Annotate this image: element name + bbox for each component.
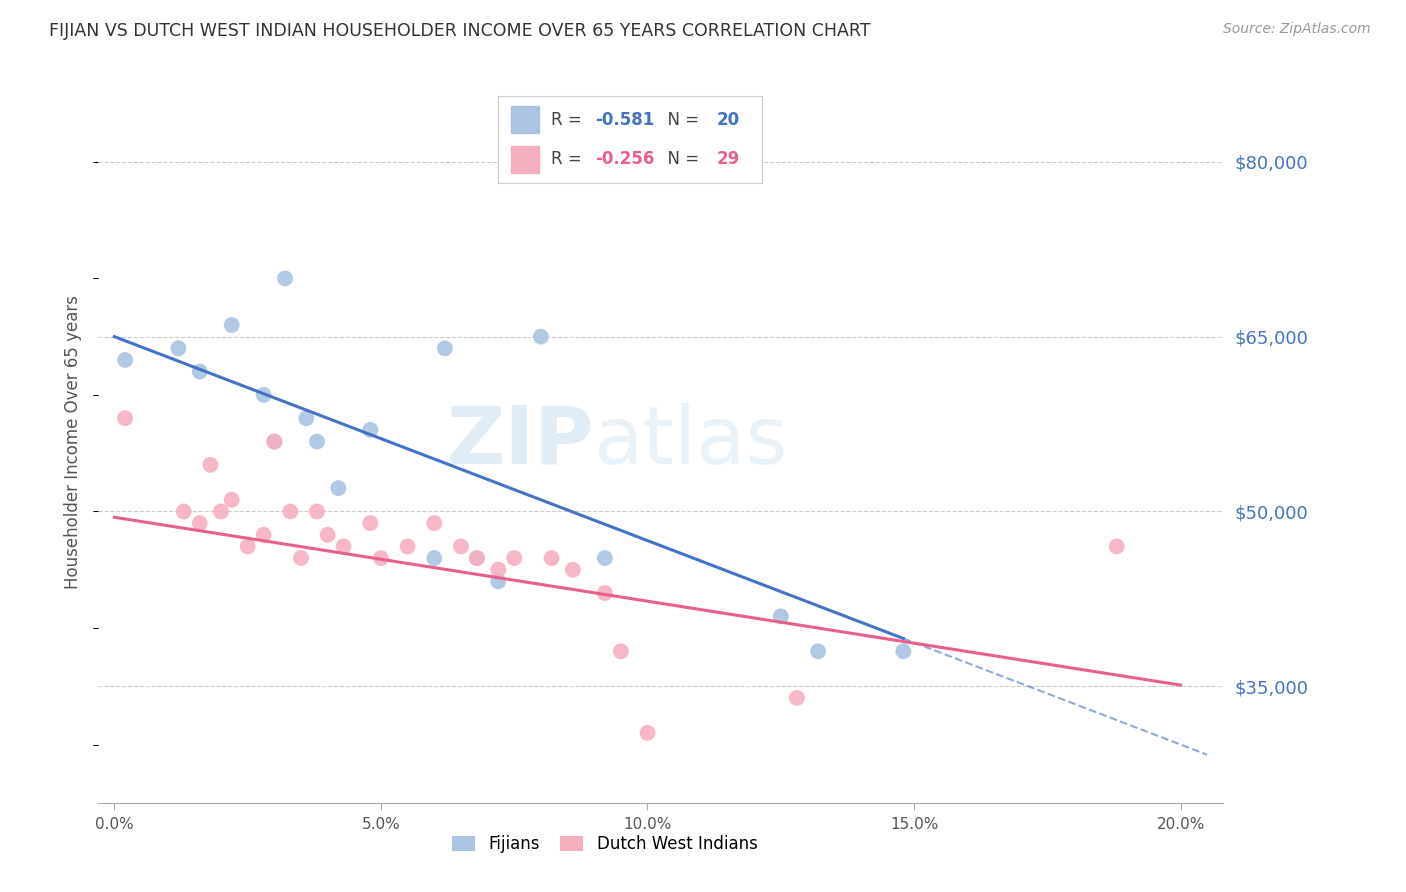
Text: N =: N = [658,111,704,128]
Point [305,504,328,518]
Point [263,434,285,449]
Text: 20: 20 [717,111,740,128]
Point [561,563,583,577]
Point [290,551,312,566]
FancyBboxPatch shape [512,145,540,173]
Text: -0.256: -0.256 [596,151,655,169]
Point [370,551,392,566]
Point [433,341,456,355]
Point [423,516,446,530]
Point [593,586,616,600]
Point [188,516,211,530]
Point [278,504,301,518]
Point [236,540,259,554]
Text: atlas: atlas [593,402,787,481]
Point [253,528,276,542]
Point [540,551,562,566]
Point [396,540,419,554]
Point [1105,540,1128,554]
Point [305,434,328,449]
Point [486,563,509,577]
Text: FIJIAN VS DUTCH WEST INDIAN HOUSEHOLDER INCOME OVER 65 YEARS CORRELATION CHART: FIJIAN VS DUTCH WEST INDIAN HOUSEHOLDER … [49,22,870,40]
Point [295,411,318,425]
Point [503,551,526,566]
Point [188,365,211,379]
Point [200,458,222,472]
Point [769,609,792,624]
Point [274,271,297,285]
Text: -0.581: -0.581 [596,111,655,128]
Point [316,528,339,542]
Point [332,540,354,554]
Text: 29: 29 [717,151,741,169]
FancyBboxPatch shape [512,106,540,134]
Point [328,481,350,495]
Text: ZIP: ZIP [446,402,593,481]
Text: Source: ZipAtlas.com: Source: ZipAtlas.com [1223,22,1371,37]
Point [593,551,616,566]
Point [486,574,509,589]
Point [253,388,276,402]
Text: R =: R = [551,151,586,169]
Legend: Fijians, Dutch West Indians: Fijians, Dutch West Indians [446,828,763,860]
Point [450,540,472,554]
Text: N =: N = [658,151,704,169]
Point [637,726,659,740]
Point [114,353,136,368]
Point [807,644,830,658]
Point [465,551,488,566]
Point [530,329,553,343]
Point [359,423,381,437]
Point [786,690,808,705]
Text: R =: R = [551,111,586,128]
Point [114,411,136,425]
Point [221,492,243,507]
Point [209,504,232,518]
Y-axis label: Householder Income Over 65 years: Householder Income Over 65 years [65,294,83,589]
Point [359,516,381,530]
Point [610,644,633,658]
Point [893,644,915,658]
Point [221,318,243,332]
Point [465,551,488,566]
Point [173,504,195,518]
FancyBboxPatch shape [498,96,762,183]
Point [423,551,446,566]
Point [167,341,190,355]
Point [263,434,285,449]
